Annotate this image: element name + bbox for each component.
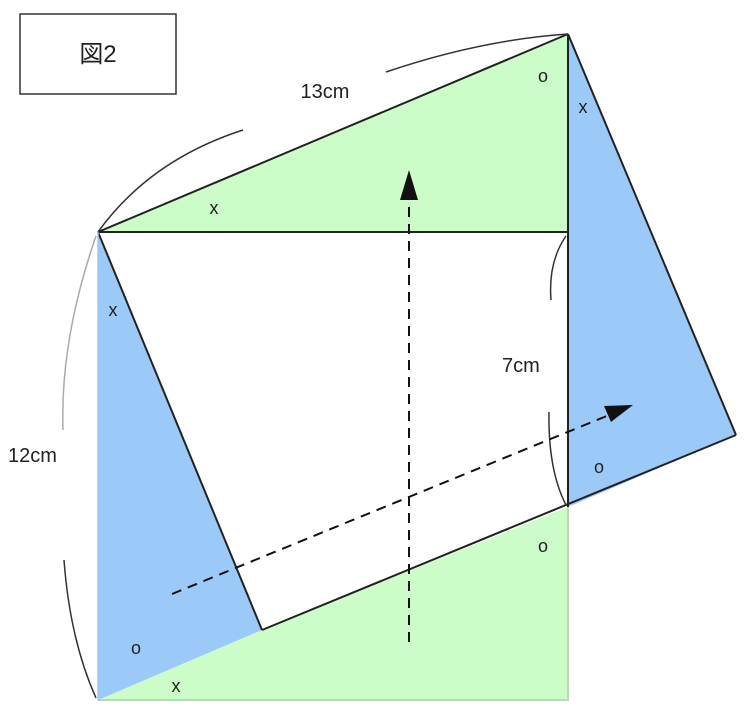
hypotenuse-left [97,231,263,631]
mark-x-right-strip: x [579,97,588,117]
title-box [19,13,177,95]
right-blue-triangle [568,34,736,507]
mark-o-right-lower: o [594,457,604,477]
arc-13cm-left [97,129,244,233]
dimension-12cm: 12cm [8,445,57,467]
arc-7cm-bottom [548,411,567,506]
mark-o-bottom-right: o [538,536,548,556]
diagonal-arrow [171,412,615,595]
arc-12cm-bottom [63,559,97,699]
bottom-green-region [98,507,568,700]
hypotenuse-bottom [261,434,737,631]
vertical-arrowhead [400,170,418,200]
mark-x-bottom: x [172,676,181,696]
hypotenuse-top [97,33,569,233]
mark-o-top-right: o [538,66,548,86]
diagonal-arrowhead [604,405,633,422]
arc-7cm-top [549,235,567,301]
left-blue-triangle [98,232,262,700]
dimension-7cm: 7cm [502,355,540,377]
hypotenuse-right [567,33,737,436]
rectangle-outer-edge [98,507,569,701]
arc-12cm-top [62,235,97,431]
arc-13cm-right [385,33,569,73]
mark-o-bottom-left: o [131,638,141,658]
mark-x-top-triangle: x [210,198,219,218]
dimension-13cm: 13cm [301,81,350,103]
mark-x-left-strip: x [109,300,118,320]
title-label: 図2 [79,41,116,68]
